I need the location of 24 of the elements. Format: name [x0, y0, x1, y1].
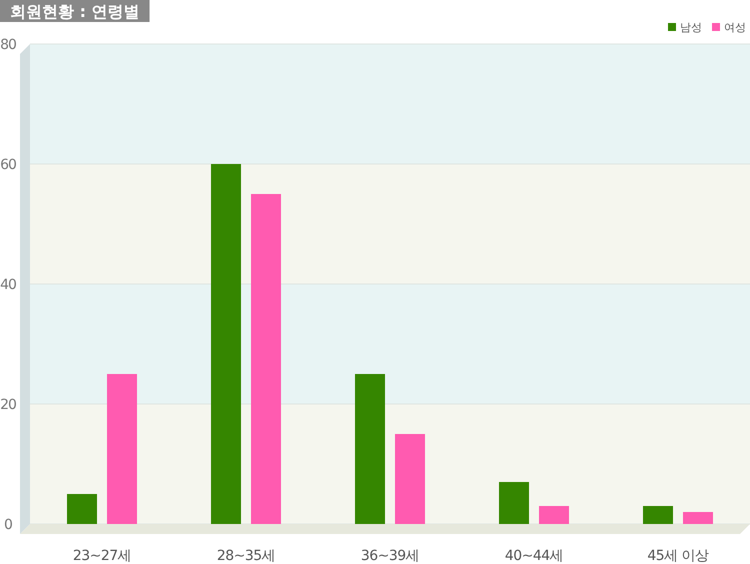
- y-tick-label: 20: [0, 397, 16, 413]
- legend-label: 여성: [724, 21, 746, 34]
- bar: [251, 194, 281, 524]
- bar: [107, 374, 137, 524]
- y-tick-label: 60: [0, 157, 16, 173]
- bar: [67, 494, 97, 524]
- bar: [643, 506, 673, 524]
- y-tick-label: 40: [0, 277, 16, 293]
- x-tick-label: 45세 이상: [647, 548, 710, 564]
- y-tick-label: 80: [0, 37, 16, 53]
- bar: [211, 164, 241, 524]
- legend-label: 남성: [680, 21, 702, 34]
- title: 회원현황 : 연령별: [0, 0, 150, 22]
- x-tick-label: 40~44세: [504, 548, 564, 564]
- bar: [499, 482, 529, 524]
- x-tick-label: 28~35세: [216, 548, 276, 564]
- bar: [395, 434, 425, 524]
- bar: [539, 506, 569, 524]
- bar: [683, 512, 713, 524]
- x-tick-label: 36~39세: [360, 548, 420, 564]
- bar: [355, 374, 385, 524]
- chart-title: 회원현황 : 연령별: [10, 2, 140, 21]
- y-tick-label: 0: [4, 517, 12, 533]
- x-tick-label: 23~27세: [72, 548, 132, 564]
